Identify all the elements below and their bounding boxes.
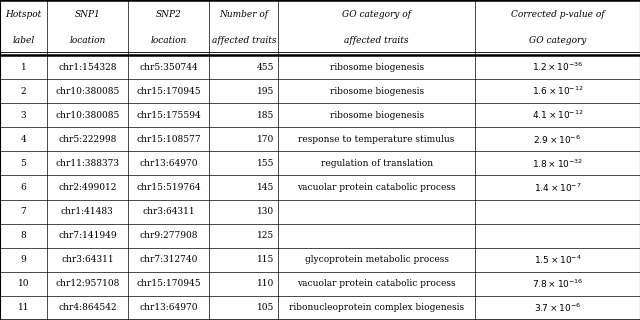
Text: 145: 145 bbox=[257, 183, 275, 192]
Text: chr12:957108: chr12:957108 bbox=[55, 279, 120, 288]
Text: chr9:277908: chr9:277908 bbox=[140, 231, 198, 240]
Text: 8: 8 bbox=[20, 231, 26, 240]
Text: chr15:108577: chr15:108577 bbox=[136, 135, 201, 144]
Text: chr15:170945: chr15:170945 bbox=[136, 87, 201, 96]
Text: $1.2\times10^{-36}$: $1.2\times10^{-36}$ bbox=[532, 61, 583, 73]
Text: 4: 4 bbox=[20, 135, 26, 144]
Text: Corrected p-value of: Corrected p-value of bbox=[511, 10, 604, 20]
Text: chr15:175594: chr15:175594 bbox=[136, 111, 201, 120]
Text: GO category: GO category bbox=[529, 36, 586, 45]
Text: chr13:64970: chr13:64970 bbox=[140, 303, 198, 312]
Text: 130: 130 bbox=[257, 207, 275, 216]
Text: 3: 3 bbox=[20, 111, 26, 120]
Text: chr5:222998: chr5:222998 bbox=[58, 135, 116, 144]
Text: label: label bbox=[12, 36, 35, 45]
Text: location: location bbox=[150, 36, 187, 45]
Text: 1: 1 bbox=[20, 63, 26, 72]
Text: $4.1\times10^{-12}$: $4.1\times10^{-12}$ bbox=[532, 109, 583, 122]
Text: chr4:864542: chr4:864542 bbox=[58, 303, 116, 312]
Text: Hotspot: Hotspot bbox=[5, 10, 42, 20]
Text: regulation of translation: regulation of translation bbox=[321, 159, 433, 168]
Text: 170: 170 bbox=[257, 135, 275, 144]
Text: chr7:312740: chr7:312740 bbox=[140, 255, 198, 264]
Text: SNP1: SNP1 bbox=[74, 10, 100, 20]
Text: chr10:380085: chr10:380085 bbox=[55, 87, 120, 96]
Text: ribosome biogenesis: ribosome biogenesis bbox=[330, 63, 424, 72]
Text: glycoprotein metabolic process: glycoprotein metabolic process bbox=[305, 255, 449, 264]
Text: $2.9\times10^{-6}$: $2.9\times10^{-6}$ bbox=[534, 133, 581, 146]
Text: vacuolar protein catabolic process: vacuolar protein catabolic process bbox=[298, 183, 456, 192]
Text: 2: 2 bbox=[20, 87, 26, 96]
Text: chr5:350744: chr5:350744 bbox=[140, 63, 198, 72]
Text: chr3:64311: chr3:64311 bbox=[61, 255, 114, 264]
Text: $1.4\times10^{-7}$: $1.4\times10^{-7}$ bbox=[534, 181, 581, 194]
Text: chr13:64970: chr13:64970 bbox=[140, 159, 198, 168]
Text: 110: 110 bbox=[257, 279, 275, 288]
Text: ribonucleoprotein complex biogenesis: ribonucleoprotein complex biogenesis bbox=[289, 303, 464, 312]
Text: location: location bbox=[69, 36, 106, 45]
Text: $1.5\times10^{-4}$: $1.5\times10^{-4}$ bbox=[534, 253, 581, 266]
Text: chr10:380085: chr10:380085 bbox=[55, 111, 120, 120]
Text: ribosome biogenesis: ribosome biogenesis bbox=[330, 87, 424, 96]
Text: 195: 195 bbox=[257, 87, 275, 96]
Text: 6: 6 bbox=[20, 183, 26, 192]
Text: chr2:499012: chr2:499012 bbox=[58, 183, 116, 192]
Text: affected traits: affected traits bbox=[344, 36, 409, 45]
Text: 105: 105 bbox=[257, 303, 275, 312]
Text: vacuolar protein catabolic process: vacuolar protein catabolic process bbox=[298, 279, 456, 288]
Text: 155: 155 bbox=[257, 159, 275, 168]
Text: 10: 10 bbox=[18, 279, 29, 288]
Text: 125: 125 bbox=[257, 231, 275, 240]
Text: response to temperature stimulus: response to temperature stimulus bbox=[298, 135, 455, 144]
Text: 455: 455 bbox=[257, 63, 275, 72]
Text: Number of: Number of bbox=[220, 10, 268, 20]
Text: 5: 5 bbox=[20, 159, 26, 168]
Text: chr7:141949: chr7:141949 bbox=[58, 231, 116, 240]
Text: 11: 11 bbox=[18, 303, 29, 312]
Text: $7.8\times10^{-16}$: $7.8\times10^{-16}$ bbox=[532, 278, 583, 290]
Text: chr11:388373: chr11:388373 bbox=[56, 159, 120, 168]
Text: ribosome biogenesis: ribosome biogenesis bbox=[330, 111, 424, 120]
Text: 7: 7 bbox=[20, 207, 26, 216]
Text: $1.6\times10^{-12}$: $1.6\times10^{-12}$ bbox=[532, 85, 583, 97]
Text: 115: 115 bbox=[257, 255, 275, 264]
Text: $3.7\times10^{-6}$: $3.7\times10^{-6}$ bbox=[534, 302, 581, 314]
Text: 185: 185 bbox=[257, 111, 275, 120]
Text: SNP2: SNP2 bbox=[156, 10, 182, 20]
Text: chr15:519764: chr15:519764 bbox=[136, 183, 201, 192]
Text: chr3:64311: chr3:64311 bbox=[142, 207, 195, 216]
Text: 9: 9 bbox=[20, 255, 26, 264]
Text: chr1:154328: chr1:154328 bbox=[58, 63, 116, 72]
Text: chr1:41483: chr1:41483 bbox=[61, 207, 114, 216]
Text: affected traits: affected traits bbox=[212, 36, 276, 45]
Text: chr15:170945: chr15:170945 bbox=[136, 279, 201, 288]
Text: GO category of: GO category of bbox=[342, 10, 411, 20]
Text: $1.8\times10^{-32}$: $1.8\times10^{-32}$ bbox=[532, 157, 583, 170]
